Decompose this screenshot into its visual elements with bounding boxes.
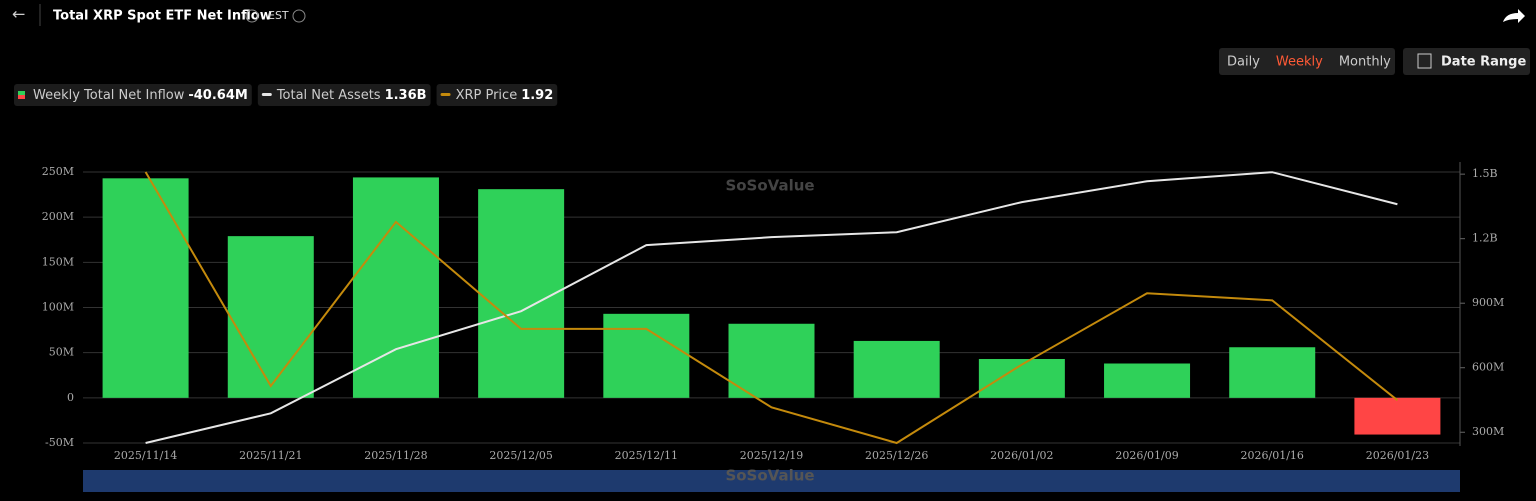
x-tick-label: 2025/12/11	[615, 449, 678, 462]
y-tick-label: 250M	[42, 165, 74, 178]
legend-value: -40.64M	[188, 88, 247, 103]
bar[interactable]	[227, 236, 314, 398]
legend-value: 1.92	[521, 88, 553, 103]
timezone: EST	[268, 9, 289, 22]
y-tick-label: 200M	[42, 210, 74, 223]
legend-swatch	[440, 93, 451, 96]
share-icon[interactable]	[1503, 9, 1525, 23]
legend-swatch	[18, 91, 25, 95]
bar[interactable]	[1229, 347, 1316, 398]
x-tick-label: 2025/12/26	[865, 449, 928, 462]
x-tick-label: 2025/11/21	[239, 449, 302, 462]
y2-tick-label: 600M	[1472, 361, 1504, 374]
bar[interactable]	[1354, 397, 1441, 435]
y2-tick-label: 1.5B	[1472, 167, 1498, 180]
period-button[interactable]: Daily	[1227, 55, 1260, 70]
watermark: SoSoValue	[725, 177, 814, 195]
bar[interactable]	[478, 189, 565, 398]
legend-value: 1.36B	[385, 88, 427, 103]
legend-swatch	[261, 93, 272, 96]
legend-item[interactable]	[436, 84, 558, 106]
calendar-icon	[1417, 53, 1432, 69]
line	[145, 171, 1398, 444]
bar[interactable]	[1104, 363, 1191, 398]
bar[interactable]	[102, 178, 189, 398]
back-button[interactable]: ←	[12, 5, 25, 24]
date-range-button[interactable]	[1403, 48, 1530, 75]
y-tick-label: 0	[67, 391, 74, 404]
x-tick-label: 2025/12/05	[489, 449, 552, 462]
legend-item[interactable]	[257, 84, 431, 106]
legend-label: Total Net Assets	[276, 88, 381, 103]
period-button[interactable]: Monthly	[1339, 55, 1391, 70]
x-tick-label: 2025/11/28	[364, 449, 427, 462]
watermark: SoSoValue	[725, 467, 814, 485]
legend-label: Weekly Total Net Inflow	[33, 88, 185, 103]
info-icon[interactable]	[292, 9, 306, 23]
bar[interactable]	[603, 313, 690, 398]
legend-label: XRP Price	[456, 88, 518, 103]
period-button[interactable]: Weekly	[1276, 55, 1323, 70]
y-tick-label: -50M	[45, 436, 74, 449]
x-tick-label: 2026/01/23	[1366, 449, 1429, 462]
x-tick-label: 2025/12/19	[740, 449, 803, 462]
bar[interactable]	[728, 323, 815, 398]
bar[interactable]	[853, 340, 940, 398]
y-tick-label: 100M	[42, 301, 74, 314]
title: Total XRP Spot ETF Net Inflow	[53, 9, 272, 24]
y2-tick-label: 900M	[1472, 296, 1504, 309]
y-tick-label: 50M	[49, 346, 74, 359]
x-tick-label: 2026/01/02	[990, 449, 1053, 462]
line	[144, 171, 1399, 445]
date-range-label[interactable]: Date Range	[1441, 55, 1526, 70]
legend-swatch	[18, 95, 25, 99]
x-tick-label: 2025/11/14	[114, 449, 177, 462]
x-tick-label: 2026/01/09	[1115, 449, 1178, 462]
info-icon[interactable]	[245, 9, 259, 23]
y-tick-label: 150M	[42, 255, 74, 268]
x-tick-label: 2026/01/16	[1241, 449, 1304, 462]
legend-item[interactable]	[14, 84, 252, 106]
y2-tick-label: 300M	[1472, 425, 1504, 438]
period-switch	[1219, 48, 1395, 75]
y2-tick-label: 1.2B	[1472, 232, 1498, 245]
navigator[interactable]	[83, 470, 1460, 492]
bar[interactable]	[352, 177, 439, 398]
